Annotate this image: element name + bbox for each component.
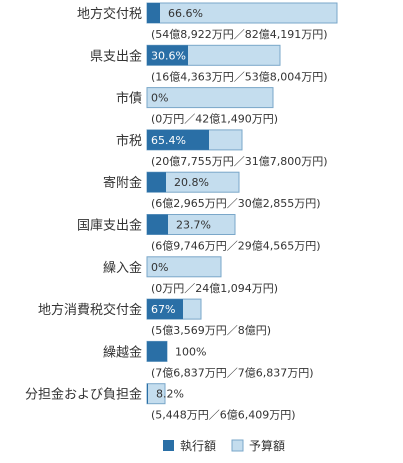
- category-label: 市税: [116, 133, 142, 149]
- category-label: 市債: [116, 91, 142, 107]
- amount-label: (5億3,569万円／8億円): [151, 324, 271, 337]
- percent-label: 100%: [175, 345, 206, 358]
- executed-bar: [147, 214, 168, 235]
- category-label: 寄附金: [103, 175, 142, 191]
- percent-label: 23.7%: [176, 219, 211, 232]
- legend-swatch-budget: [231, 439, 244, 452]
- executed-bar: [147, 129, 209, 150]
- percent-label: 66.6%: [168, 7, 203, 20]
- amount-label: (6億9,746万円／29億4,565万円): [151, 240, 321, 253]
- amount-label: (0万円／42億1,490万円): [151, 113, 278, 126]
- amount-label: (16億4,363万円／53億8,004万円): [151, 70, 328, 83]
- percent-label: 0%: [151, 92, 168, 105]
- executed-bar: [147, 3, 160, 23]
- percent-label: 30.6%: [151, 49, 186, 62]
- amount-label: (54億8,922万円／82億4,191万円): [151, 28, 328, 41]
- budget-bar: [146, 87, 274, 109]
- amount-label: (7億6,837万円／7億6,837万円): [151, 366, 314, 379]
- category-label: 地方消費税交付金: [38, 302, 142, 318]
- amount-label: (0万円／24億1,094万円): [151, 282, 278, 295]
- percent-label: 20.8%: [174, 176, 209, 189]
- category-label: 地方交付税: [77, 6, 142, 22]
- budget-bar: [146, 256, 222, 278]
- executed-bar: [147, 45, 188, 66]
- percent-label: 0%: [151, 261, 168, 274]
- legend-label-executed: 執行額: [180, 439, 216, 453]
- amount-label: (20億7,755万円／31億7,800万円): [151, 155, 328, 168]
- executed-bar: [147, 172, 166, 193]
- category-label: 繰越金: [103, 344, 142, 360]
- amount-label: (6億2,965万円／30億2,855万円): [151, 197, 321, 210]
- percent-label: 8.2%: [156, 388, 184, 401]
- percent-label: 65.4%: [151, 134, 186, 147]
- percent-label: 67%: [151, 303, 175, 316]
- category-label: 国庫支出金: [77, 218, 142, 234]
- legend-swatch-executed: [163, 440, 174, 451]
- category-label: 繰入金: [103, 260, 142, 276]
- amount-label: (5,448万円／6億6,409万円): [151, 409, 296, 422]
- executed-bar: [147, 299, 183, 320]
- category-label: 県支出金: [90, 48, 142, 64]
- executed-bar: [147, 341, 167, 362]
- category-label: 分担金および負担金: [25, 387, 142, 403]
- legend-label-budget: 予算額: [249, 438, 285, 453]
- executed-bar: [147, 383, 148, 404]
